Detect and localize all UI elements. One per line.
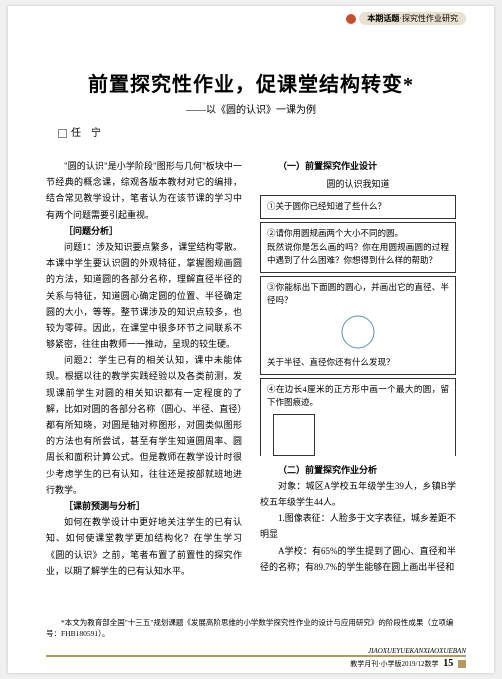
problem-1: 问题1：涉及知识要点繁多，课堂结构零散。本课中学生要认识圆的外观特征，掌握图规画… (46, 239, 242, 352)
analysis-3: A学校：有65%的学生提到了圆心、直径和半径的名称；有89.7%的学生能够在圆上… (260, 543, 456, 575)
page: 本期话题·探究性作业研究 前置探究性作业，促课堂结构转变* ——以《圆的认识》一… (8, 6, 494, 673)
problem-2: 问题2：学生已有的相关认知，课中未能体现。根据以往的教学实践经验以及各类前测，发… (46, 352, 242, 498)
intro-paragraph: "圆的认识"是小学阶段"图形与几何"板块中一节经典的概念课，综观各版本教材对它的… (46, 158, 242, 223)
section-head-2: ［课前预测与分析］ (46, 498, 242, 514)
author-box-icon (58, 129, 67, 138)
pretest-paragraph: 如何在教学设计中更好地关注学生的已有认知、如何使课堂教学更加结构化？在学生学习《… (46, 514, 242, 579)
q2b: 既然说你是怎么画的吗？你在用圆规画圆的过程中遇到了什么困难？你想得到什么样的帮助… (267, 241, 449, 268)
header-tag: 本期话题·探究性作业研究 (346, 12, 466, 25)
q3-sub: 关于半径、直径你还有什么发现？ (267, 356, 449, 370)
footnote: *本文为教育部全国"十三五"规划课题《发展高阶思维的小学数学探究性作业的设计与应… (46, 617, 456, 640)
analysis-1: 对象：城区A学校五年级学生39人，乡镇B学校五年级学生44人。 (260, 478, 456, 510)
right-head-1: （一）前置探究作业设计 (260, 158, 456, 174)
analysis-2: 1.图像表征：人脸多于文字表征，城乡差距不明显 (260, 510, 456, 542)
circle-icon (338, 312, 378, 352)
category-light: ·探究性作业研究 (399, 14, 458, 23)
content: "圆的认识"是小学阶段"图形与几何"板块中一节经典的概念课，综观各版本教材对它的… (46, 158, 456, 633)
category-bold: 本期话题 (367, 14, 399, 23)
category-label: 本期话题·探究性作业研究 (359, 12, 466, 25)
q2a: ②请你用圆规画两个大小不同的圆。 (267, 227, 449, 241)
article-subtitle: ——以《圆的认识》一课为例 (8, 101, 494, 116)
question-box-2: ②请你用圆规画两个大小不同的圆。 既然说你是怎么画的吗？你在用圆规画圆的过程中遇… (260, 222, 456, 273)
pagenum-box-icon (458, 660, 466, 668)
left-column: "圆的认识"是小学阶段"图形与几何"板块中一节经典的概念课，综观各版本教材对它的… (46, 158, 242, 633)
right-head-2: （二）前置探究作业分析 (260, 462, 456, 478)
box-title: 圆的认识我知道 (260, 176, 456, 192)
footer-pinyin: JIAOXUEYUEKANXIAOXUEBAN (46, 647, 466, 655)
question-box-3: ③你能标出下面圆的圆心，并画出它的直径、半径吗？ 关于半径、直径你还有什么发现？ (260, 276, 456, 375)
q3: ③你能标出下面圆的圆心，并画出它的直径、半径吗？ (267, 281, 449, 308)
footer-line (46, 655, 466, 657)
author: 任 宁 (58, 124, 101, 139)
footer-pub: 教学月刊·小学版2019/12数学 15 (46, 658, 466, 669)
question-box-1: ①关于圆你已经知道了些什么？ (260, 195, 456, 219)
footer-pub-text: 教学月刊·小学版2019/12数学 (350, 660, 438, 668)
right-column: （一）前置探究作业设计 圆的认识我知道 ①关于圆你已经知道了些什么？ ②请你用圆… (260, 158, 456, 633)
question-box-4: ④在边长4厘米的正方形中画一个最大的圆，留下作图痕迹。 (260, 378, 456, 456)
footer: JIAOXUEYUEKANXIAOXUEBAN 教学月刊·小学版2019/12数… (46, 647, 466, 661)
q1: ①关于圆你已经知道了些什么？ (267, 200, 449, 214)
footnote-text: *本文为教育部全国"十三五"规划课题《发展高阶思维的小学数学探究性作业的设计与应… (46, 617, 456, 640)
article-title: 前置探究性作业，促课堂结构转变* (8, 68, 494, 97)
square-icon (273, 414, 315, 456)
section-head-1: ［问题分析］ (46, 223, 242, 239)
bullet-icon (346, 14, 356, 24)
q4: ④在边长4厘米的正方形中画一个最大的圆，留下作图痕迹。 (267, 383, 449, 410)
page-number: 15 (443, 658, 453, 669)
author-name: 任 宁 (71, 128, 101, 139)
